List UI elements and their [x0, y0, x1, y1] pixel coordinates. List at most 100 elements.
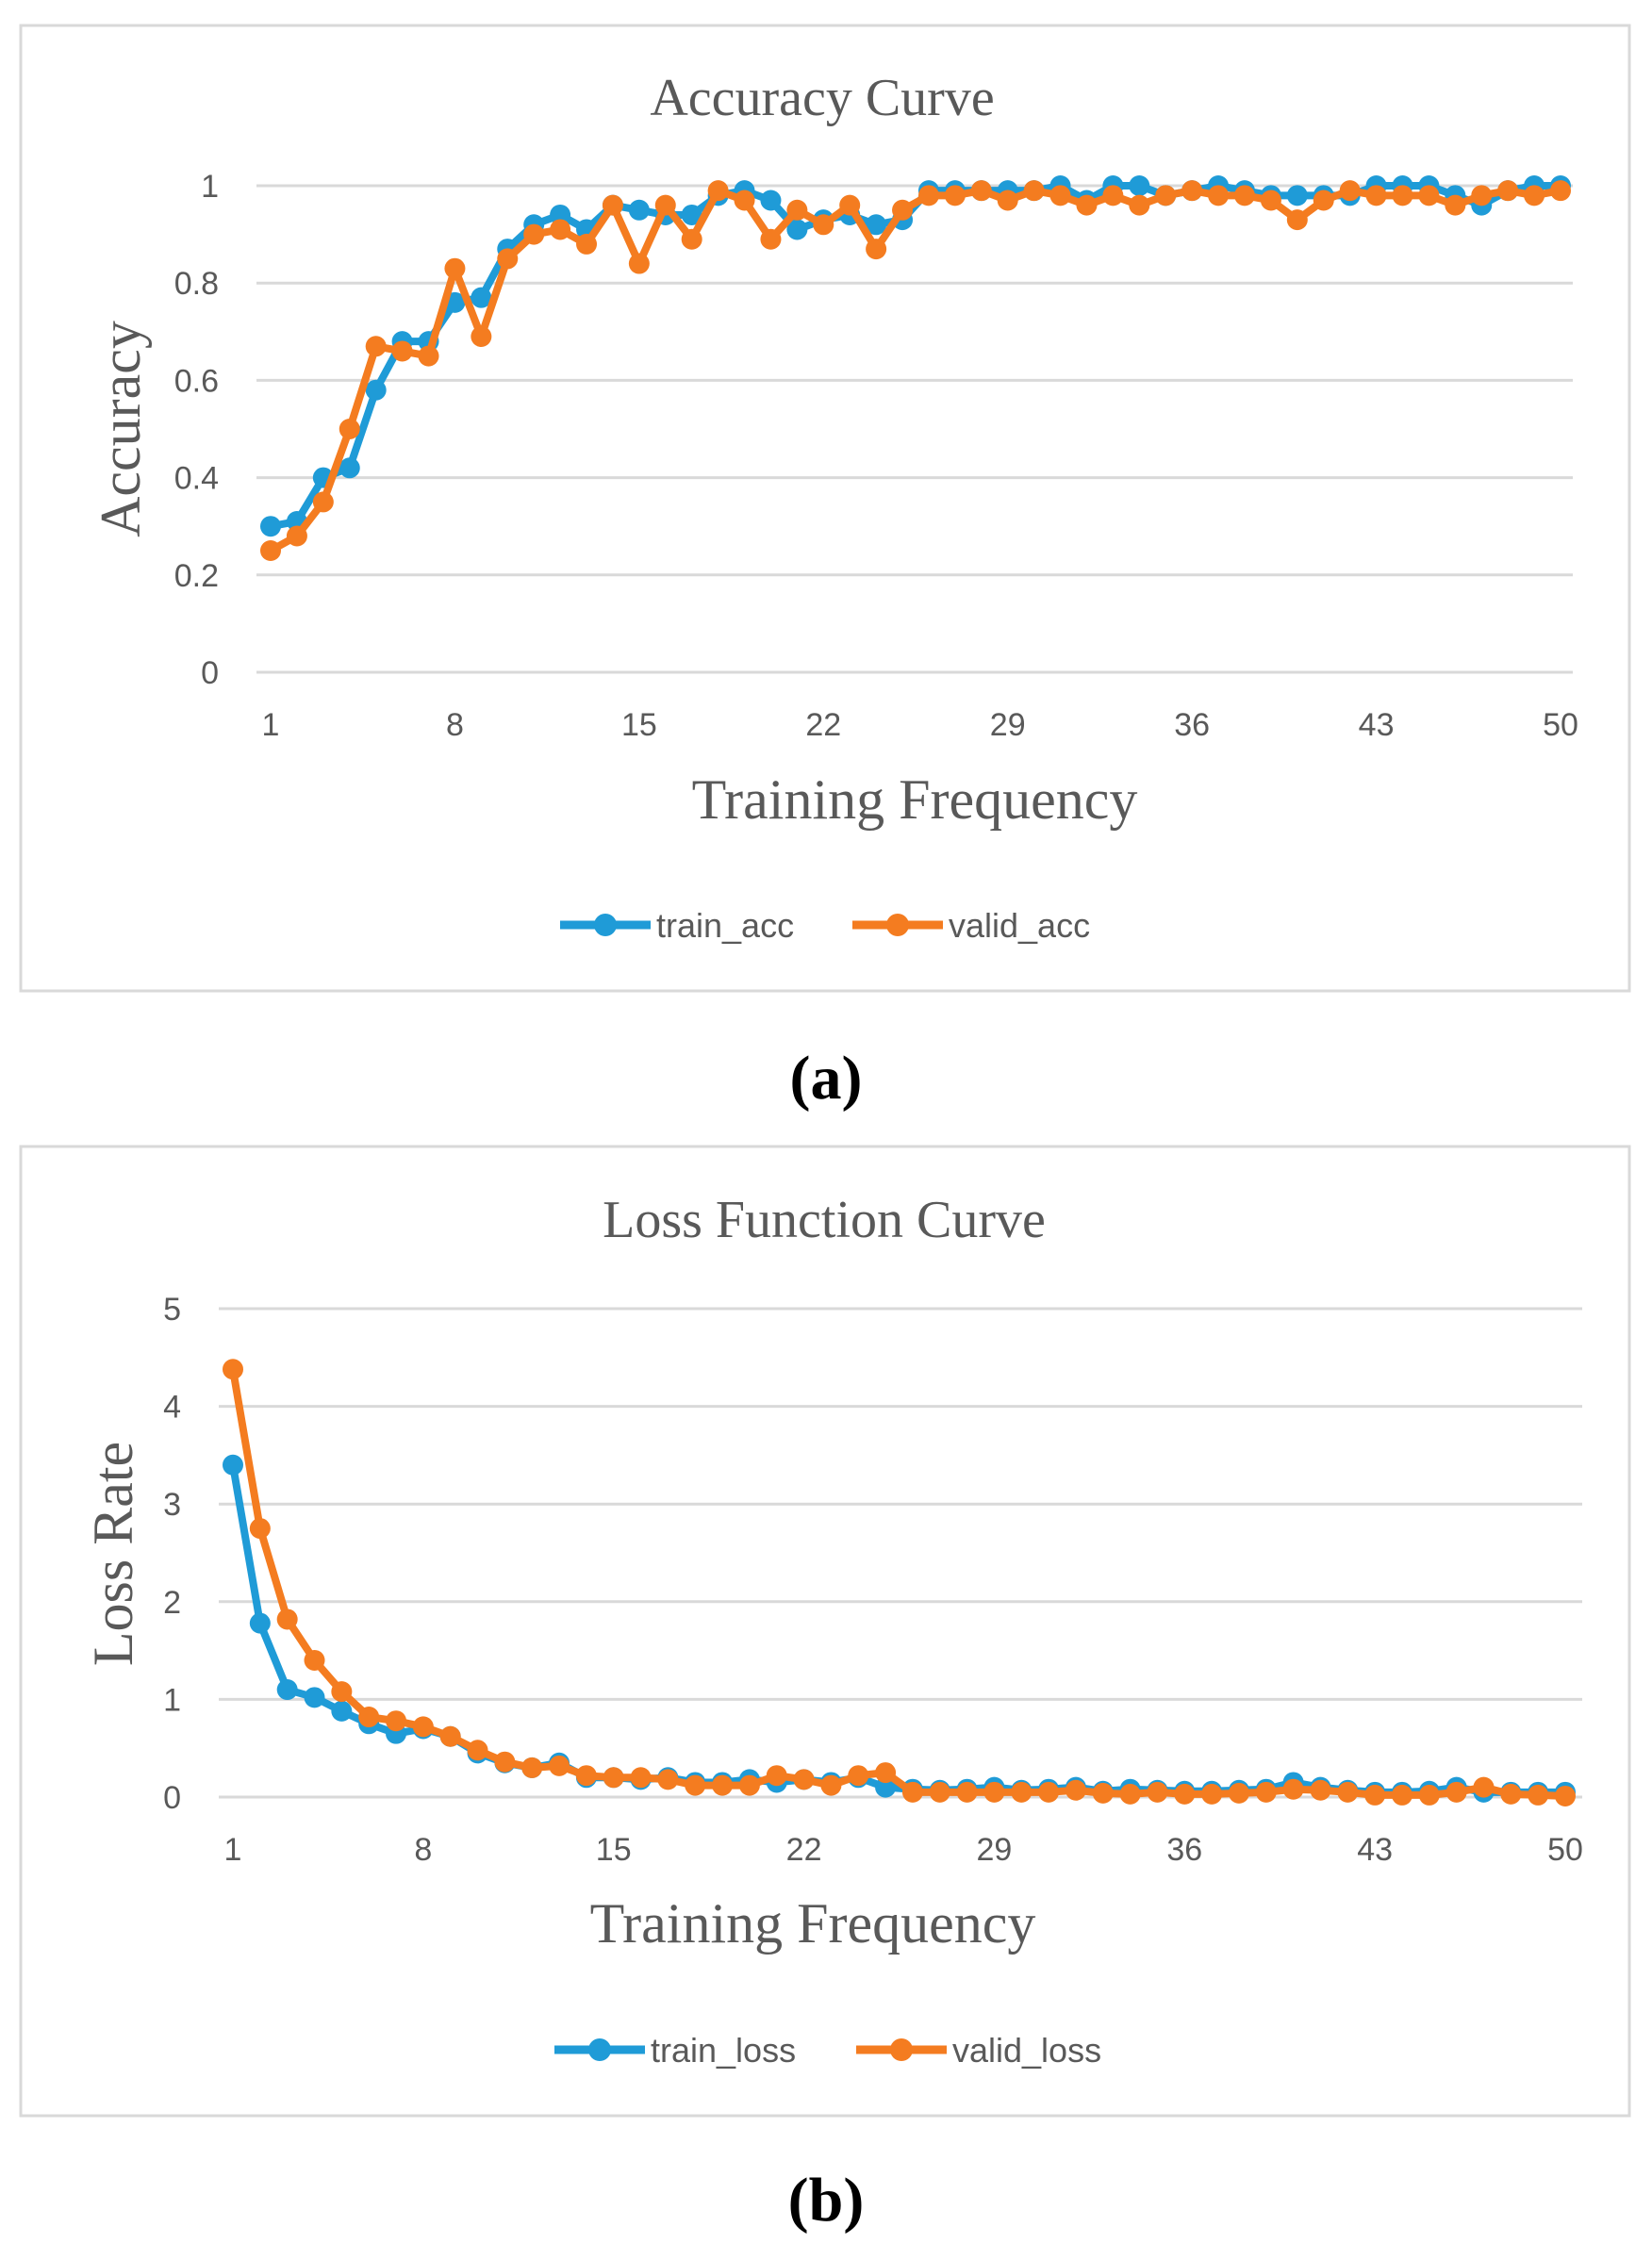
- chart-a-point-valid_acc: [1208, 185, 1230, 206]
- chart-a-point-valid_acc: [892, 199, 914, 221]
- legend-valid-acc-label: valid_acc: [949, 906, 1090, 945]
- chart-b-point-valid_loss: [1092, 1782, 1114, 1804]
- chart-a-point-valid_acc: [1129, 194, 1150, 216]
- panel-label-b: (b): [788, 2166, 865, 2235]
- chart-b-x-tick-label: 1: [224, 1832, 242, 1868]
- chart-a-gridlines: [256, 184, 1573, 674]
- chart-b-x-tick-labels: 1 8 15 22 29 36 43 50: [224, 1832, 1583, 1868]
- chart-a-legend: train_acc valid_acc: [560, 906, 1090, 945]
- chart-b-point-valid_loss: [603, 1767, 624, 1789]
- chart-b-point-valid_loss: [1038, 1781, 1060, 1803]
- chart-b-point-valid_loss: [875, 1762, 897, 1784]
- chart-a-point-valid_acc: [1102, 185, 1124, 206]
- chart-b-point-valid_loss: [848, 1765, 869, 1787]
- legend-valid-acc-marker: [886, 914, 909, 936]
- legend-train-acc-label: train_acc: [656, 906, 794, 945]
- chart-b-y-tick-label: 2: [163, 1585, 181, 1621]
- chart-b-point-train_loss: [331, 1700, 353, 1722]
- chart-b-point-valid_loss: [386, 1710, 407, 1732]
- chart-b-point-valid_loss: [738, 1774, 760, 1796]
- chart-b-point-valid_loss: [1555, 1785, 1576, 1806]
- chart-a-point-valid_acc: [944, 185, 966, 206]
- chart-a-point-valid_acc: [497, 248, 519, 270]
- chart-a-point-valid_acc: [1365, 185, 1387, 206]
- chart-a-y-tick-label: 0.2: [174, 558, 219, 594]
- chart-b-point-valid_loss: [1065, 1779, 1086, 1801]
- chart-b-x-tick-label: 50: [1547, 1832, 1583, 1868]
- chart-a-frame: [19, 24, 1631, 993]
- chart-a-y-tick-labels: 0 0.2 0.4 0.6 0.8 1: [174, 169, 219, 691]
- chart-a-y-tick-label: 0.6: [174, 363, 219, 399]
- chart-b-x-axis-label: Training Frequency: [590, 1892, 1036, 1955]
- chart-a-point-valid_acc: [339, 419, 360, 439]
- chart-b-point-valid_loss: [657, 1769, 679, 1790]
- chart-a-point-valid_acc: [681, 228, 702, 250]
- chart-b-point-valid_loss: [1310, 1779, 1331, 1801]
- chart-a-point-valid_acc: [312, 491, 334, 513]
- chart-a-point-valid_acc: [1233, 185, 1255, 206]
- chart-a-point-valid_acc: [1524, 185, 1545, 206]
- chart-a-point-train_acc: [471, 287, 492, 308]
- chart-a-point-valid_acc: [628, 253, 650, 274]
- chart-b-point-valid_loss: [1500, 1783, 1522, 1805]
- chart-b-point-valid_loss: [1147, 1781, 1168, 1803]
- chart-a-point-train_acc: [550, 204, 571, 225]
- legend-valid-loss-marker: [890, 2038, 913, 2061]
- chart-a-point-train_acc: [365, 379, 387, 401]
- chart-a-y-tick-label: 0.8: [174, 266, 219, 302]
- chart-a-x-tick-label: 36: [1174, 707, 1210, 743]
- chart-b-point-train_loss: [276, 1679, 298, 1701]
- chart-a-point-valid_acc: [1260, 190, 1281, 211]
- chart-b-point-valid_loss: [1528, 1784, 1549, 1806]
- chart-a-point-valid_acc: [1339, 180, 1361, 202]
- chart-a-point-train_acc: [1129, 175, 1150, 196]
- chart-b-point-valid_loss: [793, 1769, 815, 1790]
- chart-b-point-valid_loss: [685, 1774, 706, 1796]
- legend-train-loss-label: train_loss: [651, 2031, 796, 2070]
- chart-b-x-tick-label: 22: [786, 1832, 822, 1868]
- chart-a-point-valid_acc: [1049, 185, 1071, 206]
- chart-a-x-tick-label: 15: [621, 707, 657, 743]
- chart-a-point-train_acc: [1286, 185, 1308, 206]
- chart-a-point-valid_acc: [839, 194, 861, 216]
- chart-a-point-valid_acc: [654, 194, 676, 216]
- chart-a-point-train_acc: [260, 516, 281, 537]
- chart-b-title: Loss Function Curve: [603, 1191, 1046, 1249]
- chart-b-point-valid_loss: [766, 1765, 787, 1787]
- chart-b-point-valid_loss: [412, 1716, 434, 1738]
- chart-a-point-valid_acc: [471, 325, 492, 347]
- chart-a-point-valid_acc: [813, 214, 834, 236]
- chart-a-y-tick-label: 1: [201, 169, 219, 205]
- chart-a-point-valid_acc: [1471, 185, 1493, 206]
- chart-b-point-valid_loss: [494, 1751, 516, 1773]
- chart-a-point-valid_acc: [1418, 185, 1440, 206]
- chart-b-point-valid_loss: [358, 1707, 380, 1728]
- chart-b-point-valid_loss: [630, 1767, 652, 1789]
- chart-a-series-group: [260, 175, 1571, 561]
- chart-a-y-tick-label: 0.4: [174, 461, 219, 497]
- chart-a-point-valid_acc: [365, 336, 387, 357]
- chart-b-point-valid_loss: [276, 1608, 298, 1630]
- panel-label-a: (a): [790, 1044, 863, 1113]
- chart-b-point-valid_loss: [1201, 1783, 1223, 1805]
- chart-a-title: Accuracy Curve: [650, 69, 994, 127]
- chart-b-point-valid_loss: [1255, 1781, 1277, 1803]
- chart-b-point-train_loss: [249, 1612, 271, 1634]
- chart-b-point-valid_loss: [1391, 1784, 1412, 1806]
- chart-a-point-valid_acc: [550, 219, 571, 240]
- chart-b-point-valid_loss: [1337, 1781, 1359, 1803]
- chart-a-point-valid_acc: [1076, 194, 1098, 216]
- chart-a-x-tick-label: 50: [1543, 707, 1578, 743]
- chart-b-y-tick-label: 1: [163, 1682, 181, 1718]
- legend-valid-loss-label: valid_loss: [952, 2031, 1101, 2070]
- chart-a-y-tick-label: 0: [201, 655, 219, 691]
- chart-a-x-tick-label: 43: [1359, 707, 1395, 743]
- chart-b-point-train_loss: [875, 1776, 897, 1798]
- chart-a-y-axis-label: Accuracy: [90, 321, 152, 537]
- chart-b-point-valid_loss: [223, 1359, 243, 1380]
- chart-a-x-tick-label: 8: [446, 707, 464, 743]
- chart-b-point-valid_loss: [1446, 1781, 1467, 1803]
- chart-a-point-train_acc: [628, 199, 650, 221]
- chart-b-point-valid_loss: [1282, 1778, 1304, 1800]
